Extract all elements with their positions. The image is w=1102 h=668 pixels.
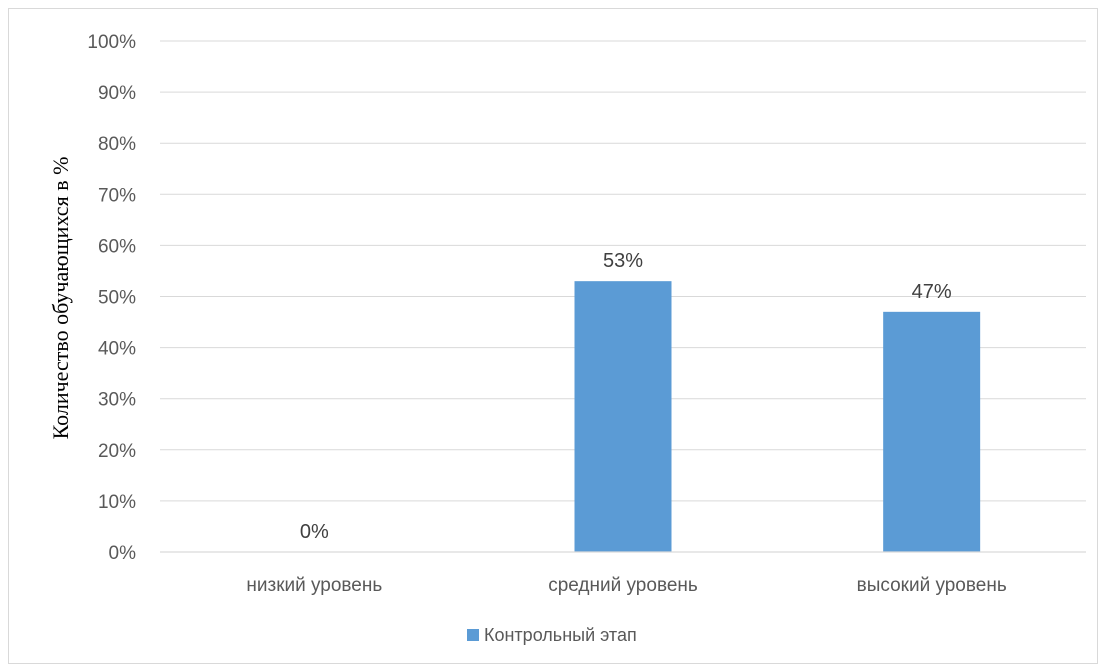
category-label: низкий уровень bbox=[246, 575, 382, 596]
data-labels: 0% 53% 47% bbox=[300, 250, 952, 543]
data-label: 0% bbox=[300, 521, 329, 543]
bar bbox=[574, 281, 672, 552]
category-label: средний уровень bbox=[548, 575, 698, 596]
y-tick-label: 100% bbox=[87, 32, 136, 53]
bars bbox=[574, 281, 981, 552]
y-tick-label: 70% bbox=[98, 185, 136, 206]
y-tick-label: 40% bbox=[98, 339, 136, 360]
legend: Контрольный этап bbox=[467, 625, 637, 645]
y-axis-ticks: 0% 10% 20% 30% 40% 50% 60% 70% 80% 90% 100% bbox=[87, 32, 136, 564]
y-tick-label: 60% bbox=[98, 236, 136, 257]
x-axis-categories: низкий уровень средний уровень высокий уро… bbox=[246, 575, 1006, 596]
y-tick-label: 20% bbox=[98, 441, 136, 462]
legend-label: Контрольный этап bbox=[484, 625, 637, 645]
y-tick-label: 0% bbox=[109, 543, 137, 564]
data-label: 53% bbox=[603, 250, 643, 272]
y-tick-label: 30% bbox=[98, 390, 136, 411]
y-tick-label: 90% bbox=[98, 83, 136, 104]
y-axis-label: Количество обучающихся в % bbox=[48, 157, 73, 440]
y-tick-label: 80% bbox=[98, 134, 136, 155]
y-tick-label: 10% bbox=[98, 492, 136, 513]
legend-swatch bbox=[467, 629, 479, 641]
bar bbox=[883, 311, 981, 552]
category-label: высокий уровень bbox=[857, 575, 1007, 596]
data-label: 47% bbox=[912, 281, 952, 303]
y-tick-label: 50% bbox=[98, 288, 136, 309]
